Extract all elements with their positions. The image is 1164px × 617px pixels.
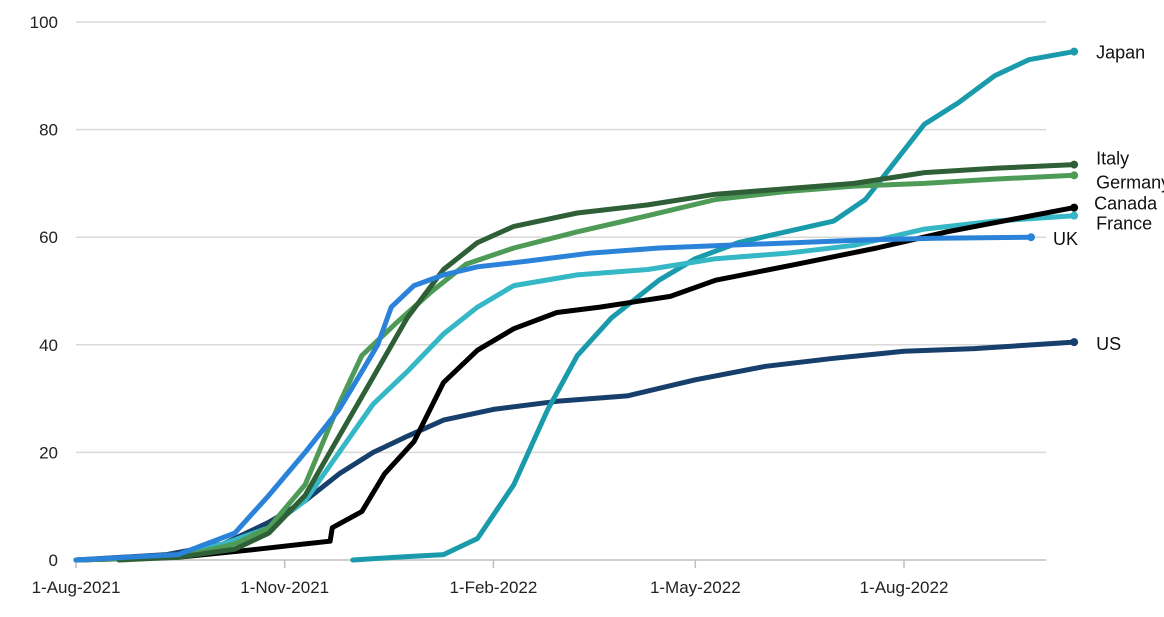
series-end-point-japan <box>1070 47 1079 56</box>
series-end-point-france <box>1070 211 1079 220</box>
series-line-france <box>73 213 1077 563</box>
x-tick-label: 1-Aug-2021 <box>32 578 121 597</box>
series-end-point-italy <box>1070 160 1079 169</box>
series-label-japan: Japan <box>1096 43 1145 63</box>
series-end-point-germany <box>1070 171 1079 180</box>
y-tick-label: 100 <box>30 13 58 32</box>
grid-lines <box>76 21 1046 561</box>
series-end-point-canada <box>1070 203 1079 212</box>
x-tick-label: 1-Nov-2021 <box>240 578 329 597</box>
series-lines <box>73 47 1079 563</box>
y-tick-label: 40 <box>39 336 58 355</box>
y-tick-label: 0 <box>49 551 58 570</box>
y-tick-label: 20 <box>39 443 58 462</box>
x-tick-label: 1-May-2022 <box>650 578 741 597</box>
y-tick-label: 60 <box>39 228 58 247</box>
series-line-germany <box>73 172 1077 563</box>
series-label-us: US <box>1096 334 1121 354</box>
series-line-uk <box>73 234 1034 563</box>
series-end-point-us <box>1070 338 1079 347</box>
y-tick-label: 80 <box>39 121 58 140</box>
series-line-italy <box>116 162 1077 563</box>
series-label-italy: Italy <box>1096 149 1129 169</box>
y-axis-tick-labels: 0 20 40 60 80 100 <box>30 13 58 570</box>
series-line-japan <box>350 49 1077 563</box>
x-axis-tick-labels: 1-Aug-2021 1-Nov-2021 1-Feb-2022 1-May-2022… <box>32 560 949 597</box>
series-label-france: France <box>1096 214 1152 234</box>
series-label-uk: UK <box>1053 229 1078 249</box>
series-line-us <box>73 339 1077 563</box>
series-label-germany: Germany <box>1096 172 1164 192</box>
series-label-canada: Canada <box>1094 194 1158 214</box>
x-tick-label: 1-Feb-2022 <box>449 578 537 597</box>
x-tick-label: 1-Aug-2022 <box>860 578 949 597</box>
series-end-point-uk <box>1027 233 1036 242</box>
series-line-canada <box>73 205 1077 563</box>
